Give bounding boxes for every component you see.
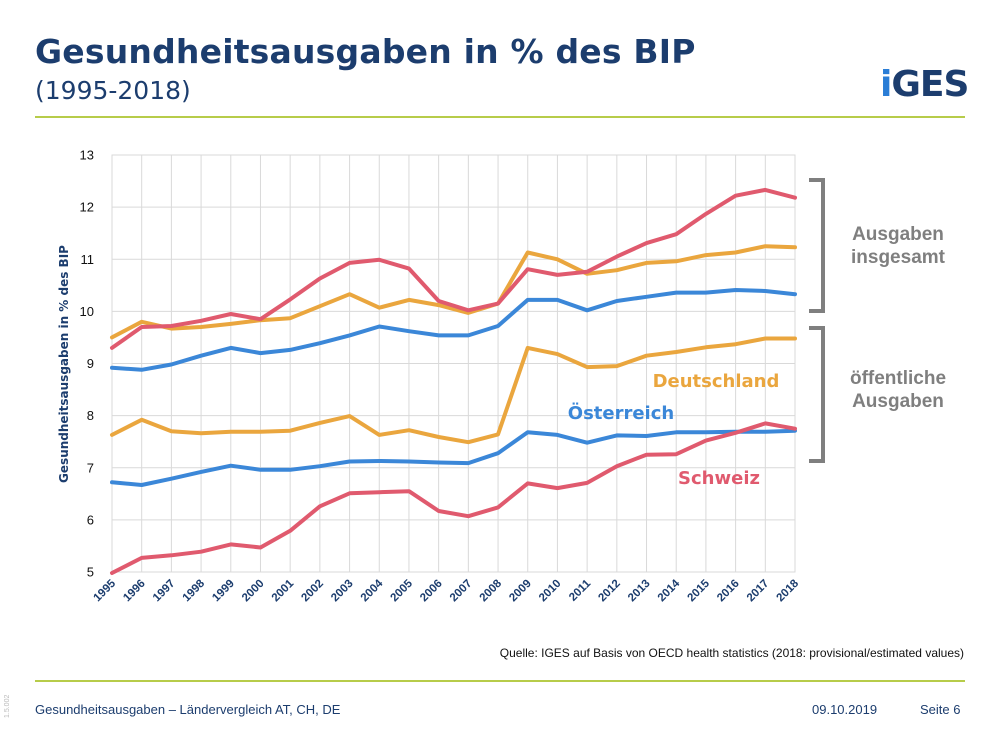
x-tick-label: 2011	[567, 577, 594, 604]
y-tick-label: 6	[87, 512, 94, 527]
brace-label-public-line2: Ausgaben	[852, 391, 944, 412]
y-axis-label: Gesundheitsausgaben in % des BIP	[57, 245, 71, 483]
header-divider	[35, 116, 965, 118]
x-tick-label: 1996	[121, 578, 148, 605]
x-tick-label: 2009	[507, 578, 534, 605]
footer-page-number: Seite 6	[920, 702, 961, 717]
x-tick-label: 1999	[210, 578, 237, 605]
x-tick-label: 2006	[418, 578, 445, 605]
x-tick-label: 2001	[270, 577, 297, 604]
x-tick-label: 2013	[626, 578, 653, 605]
x-tick-label: 2002	[299, 578, 326, 605]
x-tick-label: 1998	[181, 577, 208, 604]
series-line-ch_public	[110, 421, 797, 575]
x-tick-label: 2017	[745, 578, 772, 605]
brace-label-public-line1: öffentliche	[850, 368, 946, 389]
x-tick-label: 2005	[388, 577, 415, 604]
brace-label-total-line1: Ausgaben	[852, 224, 944, 245]
series-line-at_public	[110, 428, 797, 487]
y-tick-label: 11	[81, 252, 95, 267]
x-tick-label: 2018	[775, 577, 802, 604]
logo-ges-glyph: GES	[891, 64, 969, 105]
footer-divider	[35, 680, 965, 682]
chart-series-lines	[110, 187, 797, 575]
x-tick-label: 1995	[92, 577, 119, 604]
logo-i-glyph: i	[880, 64, 892, 105]
x-tick-label: 2015	[685, 577, 712, 604]
x-axis-tick-labels: 1995 1996 1997 1998 1999 2000 2001 2002 2003 2004…	[92, 577, 802, 604]
y-axis-tick-labels: 5 6 7 8 9 10 11 12 13	[80, 148, 94, 580]
chart-gridlines	[111, 154, 796, 573]
x-tick-label: 2010	[537, 578, 564, 605]
y-tick-label: 10	[80, 304, 94, 319]
x-tick-label: 1997	[151, 578, 178, 605]
y-tick-label: 13	[80, 148, 94, 163]
brace-public	[809, 326, 825, 463]
y-tick-label: 9	[87, 356, 94, 371]
x-tick-label: 2014	[656, 577, 683, 604]
brace-total	[809, 178, 825, 313]
x-tick-label: 2003	[329, 578, 356, 605]
label-deutschland: Deutschland	[653, 371, 780, 392]
source-note: Quelle: IGES auf Basis von OECD health s…	[499, 646, 964, 660]
series-line-ch_total	[110, 187, 797, 350]
y-tick-label: 7	[87, 460, 94, 475]
label-oesterreich: Österreich	[568, 402, 674, 424]
series-line-de_total	[110, 244, 797, 340]
footer-date: 09.10.2019	[812, 702, 878, 717]
iges-logo: iGES	[880, 64, 969, 105]
page-subtitle: (1995-2018)	[35, 76, 191, 105]
x-tick-label: 2008	[478, 577, 505, 604]
x-tick-label: 2007	[448, 578, 475, 605]
version-code: 1.5.002	[4, 694, 11, 718]
page-title: Gesundheitsausgaben in % des BIP	[35, 32, 696, 71]
series-line-at_total	[110, 288, 797, 372]
x-tick-label: 2012	[596, 578, 623, 605]
footer-title: Gesundheitsausgaben – Ländervergleich AT…	[35, 702, 341, 717]
brace-label-total-line2: insgesamt	[851, 247, 946, 268]
y-tick-label: 8	[87, 408, 94, 423]
y-tick-label: 12	[80, 200, 94, 215]
y-tick-label: 5	[87, 565, 94, 580]
x-tick-label: 2016	[715, 578, 742, 605]
x-tick-label: 2004	[359, 577, 386, 604]
series-line-de_public	[110, 336, 797, 445]
label-schweiz: Schweiz	[678, 468, 760, 489]
x-tick-label: 2000	[240, 578, 267, 605]
